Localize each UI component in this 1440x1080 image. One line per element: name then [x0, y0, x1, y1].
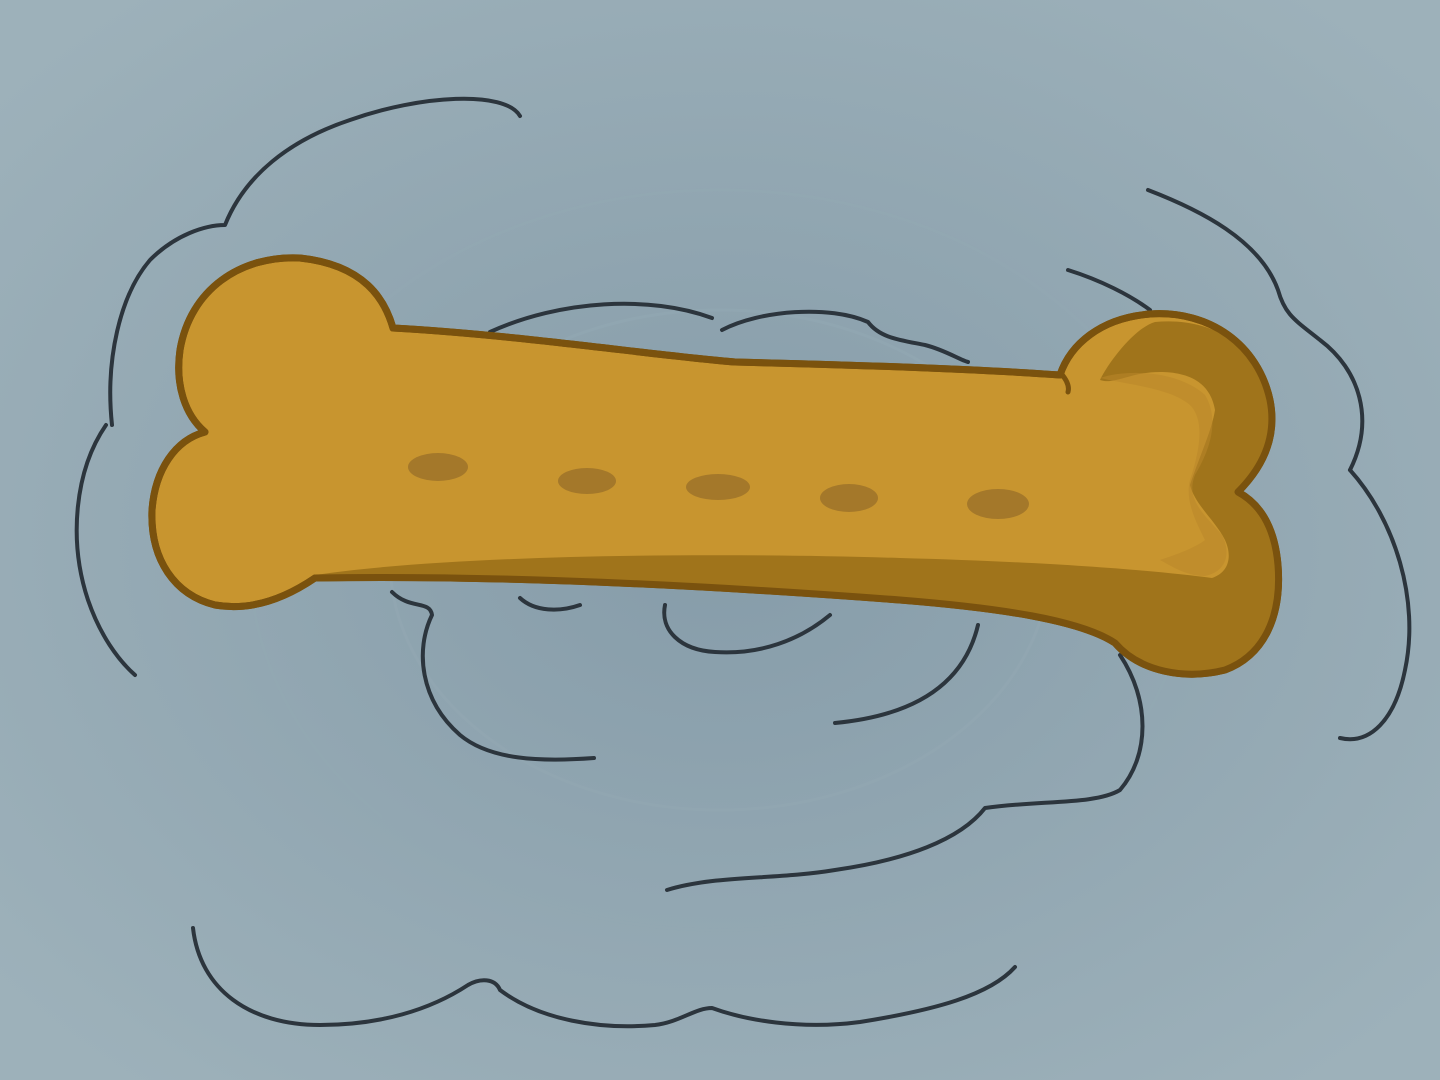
- motion-line: [488, 301, 714, 334]
- motion-line: [833, 623, 980, 725]
- biscuit-spot: [967, 489, 1029, 519]
- dog-biscuit: [148, 254, 1283, 678]
- motion-line: [518, 596, 582, 612]
- biscuit-spot: [558, 468, 616, 494]
- biscuit-spot: [820, 484, 878, 512]
- motion-line: [665, 653, 1145, 892]
- motion-line: [74, 423, 137, 677]
- motion-line: [720, 309, 970, 364]
- motion-line: [108, 96, 522, 427]
- motion-line: [1066, 268, 1152, 312]
- motion-line: [191, 926, 1017, 1029]
- biscuit-spot: [686, 474, 750, 500]
- motion-line: [662, 603, 832, 655]
- motion-line: [1338, 468, 1412, 742]
- motion-line: [1146, 188, 1365, 472]
- motion-line: [390, 590, 596, 762]
- motion-lines: [74, 96, 1412, 1029]
- biscuit-highlight: [1100, 372, 1227, 576]
- biscuit-spot: [408, 453, 468, 481]
- biscuit-shadow: [315, 321, 1279, 675]
- biscuit-notch: [1057, 369, 1071, 395]
